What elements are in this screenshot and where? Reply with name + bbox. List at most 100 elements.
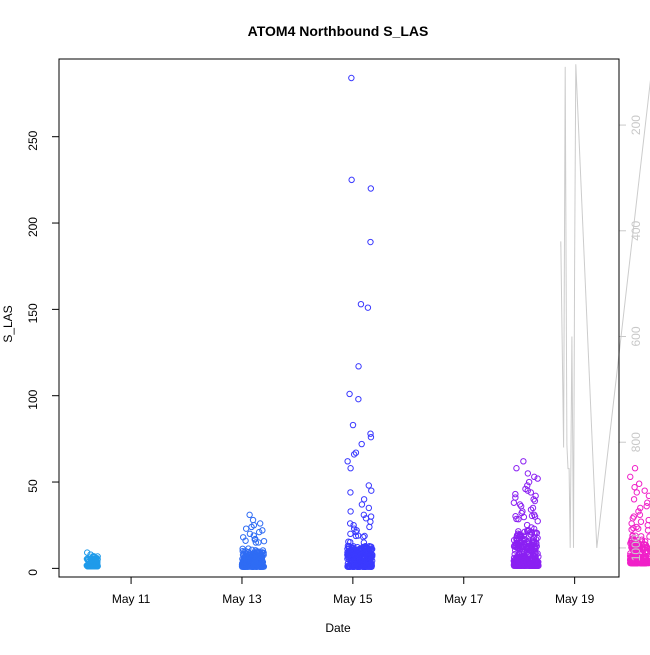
data-point (360, 511, 368, 519)
data-point (531, 513, 539, 520)
plot-frame (58, 58, 620, 578)
data-point (531, 497, 539, 505)
data-point (530, 557, 538, 565)
data-point (631, 547, 638, 555)
data-point (347, 465, 354, 472)
data-point (513, 562, 521, 569)
data-point (534, 534, 541, 542)
data-point (84, 549, 91, 556)
data-point (635, 525, 642, 532)
data-point (534, 517, 541, 525)
data-point (513, 515, 520, 523)
data-point (513, 532, 521, 539)
data-point (354, 532, 362, 539)
data-point (358, 546, 366, 554)
data-point (638, 541, 645, 549)
data-point (636, 511, 644, 519)
data-point (637, 550, 645, 557)
right-axis-tick-label: 800 (629, 432, 643, 452)
data-point (527, 506, 535, 513)
data-point (516, 554, 524, 562)
data-point (367, 552, 374, 559)
data-point (645, 492, 650, 500)
data-point (357, 553, 364, 560)
data-point (347, 489, 354, 496)
data-point (351, 562, 359, 569)
data-point (632, 532, 639, 539)
data-point (362, 562, 369, 570)
y-tick-label: 0 (26, 569, 40, 576)
data-point (348, 74, 355, 82)
data-point (365, 482, 372, 489)
data-point (255, 539, 262, 546)
data-point (350, 522, 357, 529)
data-point (517, 538, 524, 545)
data-point (346, 390, 353, 398)
x-tick-label: May 19 (555, 592, 595, 606)
data-point (348, 176, 355, 184)
y-tick-label: 100 (26, 389, 40, 409)
data-point (89, 553, 97, 560)
data-point (364, 304, 372, 311)
data-point (255, 548, 263, 555)
data-point (356, 563, 363, 570)
x-tick-label: May 17 (444, 592, 484, 606)
data-point (521, 528, 528, 535)
data-point (242, 537, 249, 544)
data-point (633, 523, 640, 531)
data-point (348, 547, 355, 555)
x-tick-label: May 13 (222, 592, 262, 606)
data-point (520, 532, 528, 540)
data-point (365, 504, 373, 512)
data-point (512, 490, 519, 498)
data-point (365, 548, 373, 556)
data-point (349, 421, 357, 429)
points-layer (83, 74, 650, 570)
y-axis-label: S_LAS (1, 305, 15, 342)
axes-layer: 0 50 100 150 200 250 May 11 May 13 May 15 May 17 M… (26, 59, 643, 606)
data-point (527, 543, 534, 550)
data-point (518, 509, 525, 517)
right-axis-tick-label: 1000 (629, 534, 643, 561)
data-point (641, 487, 648, 494)
data-point (252, 539, 260, 546)
data-point (523, 562, 530, 569)
data-point (628, 526, 635, 533)
data-point (358, 440, 365, 448)
data-point (248, 546, 256, 554)
data-point (646, 533, 650, 540)
y-tick-label: 50 (26, 479, 40, 493)
data-point (250, 532, 258, 539)
data-point (638, 538, 645, 545)
chart-title: ATOM4 Northbound S_LAS (248, 23, 429, 39)
data-point (349, 555, 356, 562)
x-tick-label: May 15 (333, 592, 373, 606)
data-point (510, 536, 518, 544)
data-point (348, 550, 355, 558)
right-axis-tick-label: 400 (629, 220, 643, 240)
data-point (524, 487, 531, 494)
y-tick-label: 250 (26, 130, 40, 150)
data-point (243, 554, 251, 562)
data-point (252, 559, 259, 566)
data-point (355, 363, 362, 370)
data-point (629, 532, 636, 539)
data-point (529, 538, 536, 545)
data-point (637, 504, 644, 512)
series-1-points (83, 549, 101, 570)
data-point (361, 532, 368, 540)
data-point (252, 547, 259, 554)
data-point (629, 542, 636, 549)
data-point (89, 559, 97, 566)
data-point (511, 551, 518, 558)
data-point (641, 556, 649, 563)
data-point (255, 552, 262, 559)
data-point (524, 528, 532, 535)
data-point (362, 515, 370, 522)
data-point (627, 559, 635, 567)
data-point (530, 496, 537, 503)
data-point (525, 478, 533, 486)
data-point (637, 518, 645, 525)
